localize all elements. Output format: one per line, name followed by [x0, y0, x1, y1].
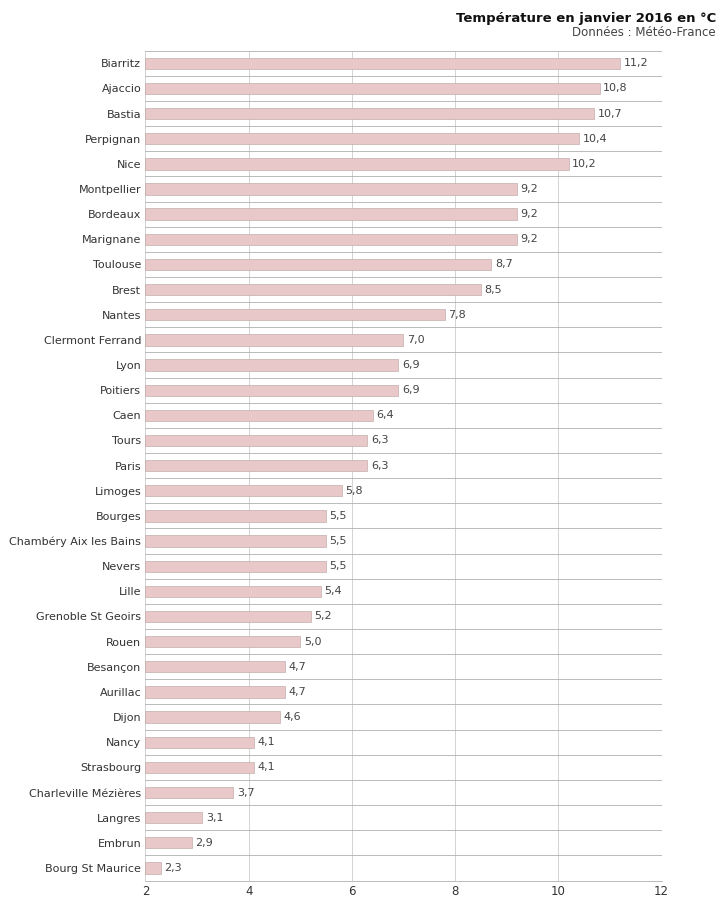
Bar — [145, 360, 398, 371]
Text: 9,2: 9,2 — [521, 234, 539, 244]
Bar — [145, 435, 367, 446]
Text: 5,0: 5,0 — [304, 636, 321, 646]
Text: 6,3: 6,3 — [371, 435, 388, 445]
Text: Température en janvier 2016 en °C: Température en janvier 2016 en °C — [456, 12, 716, 25]
Text: 9,2: 9,2 — [521, 209, 539, 219]
Bar — [145, 485, 342, 496]
Bar — [145, 159, 569, 170]
Text: 2,3: 2,3 — [164, 863, 182, 873]
Bar — [145, 712, 280, 723]
Text: 5,4: 5,4 — [324, 586, 342, 597]
Text: 10,4: 10,4 — [582, 134, 607, 144]
Bar — [145, 812, 202, 823]
Bar — [145, 536, 326, 547]
Text: 10,7: 10,7 — [598, 109, 623, 119]
Text: 4,7: 4,7 — [289, 687, 306, 697]
Text: 6,9: 6,9 — [402, 360, 419, 370]
Bar — [145, 309, 445, 320]
Text: Données : Météo-France: Données : Météo-France — [572, 26, 716, 39]
Bar — [145, 208, 517, 219]
Text: 8,7: 8,7 — [495, 259, 513, 269]
Bar — [145, 737, 254, 748]
Text: 4,1: 4,1 — [257, 738, 275, 747]
Bar — [145, 510, 326, 522]
Text: 10,8: 10,8 — [603, 83, 628, 93]
Text: 5,2: 5,2 — [314, 611, 332, 621]
Bar — [145, 460, 367, 471]
Bar — [145, 837, 192, 848]
Text: 3,7: 3,7 — [237, 787, 254, 798]
Text: 5,5: 5,5 — [329, 511, 348, 521]
Text: 4,1: 4,1 — [257, 762, 275, 773]
Bar — [145, 335, 403, 346]
Text: 7,0: 7,0 — [407, 335, 425, 345]
Bar — [145, 233, 517, 245]
Text: 5,5: 5,5 — [329, 561, 348, 572]
Text: 4,6: 4,6 — [284, 712, 301, 722]
Bar — [145, 259, 491, 270]
Bar — [145, 561, 326, 572]
Bar — [145, 610, 310, 622]
Text: 2,9: 2,9 — [196, 838, 213, 848]
Bar — [145, 183, 517, 195]
Bar — [145, 133, 579, 145]
Bar — [145, 284, 481, 295]
Text: 9,2: 9,2 — [521, 184, 539, 194]
Bar — [145, 636, 300, 647]
Text: 5,5: 5,5 — [329, 536, 348, 546]
Text: 8,5: 8,5 — [484, 285, 502, 295]
Bar — [145, 686, 285, 698]
Text: 5,8: 5,8 — [345, 486, 363, 496]
Bar — [145, 57, 620, 69]
Bar — [145, 862, 161, 874]
Text: 6,4: 6,4 — [376, 410, 394, 420]
Bar — [145, 409, 372, 421]
Bar — [145, 786, 233, 798]
Text: 3,1: 3,1 — [206, 812, 223, 822]
Text: 7,8: 7,8 — [449, 310, 466, 320]
Bar — [145, 762, 254, 773]
Text: 4,7: 4,7 — [289, 662, 306, 672]
Bar — [145, 661, 285, 672]
Text: 6,3: 6,3 — [371, 461, 388, 470]
Text: 11,2: 11,2 — [624, 58, 648, 68]
Bar — [145, 384, 398, 396]
Text: 6,9: 6,9 — [402, 385, 419, 396]
Bar — [145, 83, 600, 94]
Bar — [145, 108, 595, 119]
Bar — [145, 585, 321, 597]
Text: 10,2: 10,2 — [572, 159, 597, 169]
